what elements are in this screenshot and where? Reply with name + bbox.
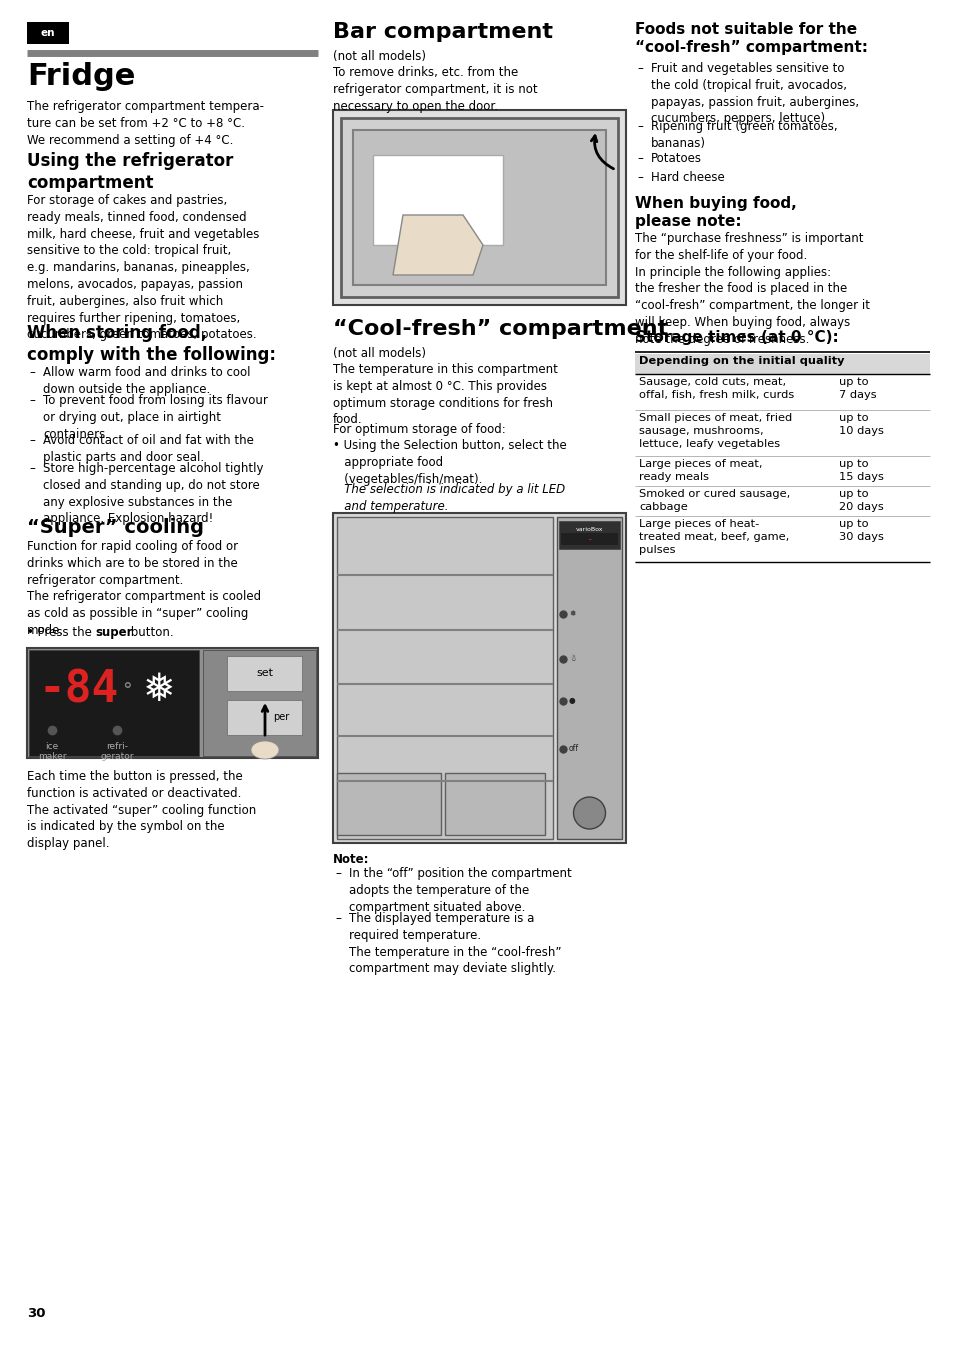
Text: up to
10 days: up to 10 days xyxy=(838,413,882,436)
Polygon shape xyxy=(393,215,482,275)
Bar xyxy=(227,656,302,691)
Text: Potatoes: Potatoes xyxy=(650,153,701,165)
Text: –: – xyxy=(637,62,642,76)
Text: 30: 30 xyxy=(27,1307,46,1320)
Text: The refrigerator compartment tempera-
ture can be set from +2 °C to +8 °C.
We re: The refrigerator compartment tempera- tu… xyxy=(27,100,264,147)
Text: up to
30 days: up to 30 days xyxy=(838,518,882,541)
Text: –: – xyxy=(29,433,35,447)
Bar xyxy=(635,456,929,486)
Text: up to
7 days: up to 7 days xyxy=(838,377,876,400)
Text: refri-
gerator: refri- gerator xyxy=(100,743,133,761)
Bar xyxy=(203,649,315,756)
Text: Sausage, cold cuts, meat,
offal, fish, fresh milk, curds: Sausage, cold cuts, meat, offal, fish, f… xyxy=(639,377,794,400)
Text: “Super” cooling: “Super” cooling xyxy=(27,518,204,537)
Bar xyxy=(333,109,625,305)
Text: -84: -84 xyxy=(39,668,119,711)
Text: Fruit and vegetables sensitive to
the cold (tropical fruit, avocados,
papayas, p: Fruit and vegetables sensitive to the co… xyxy=(650,62,859,126)
Text: –: – xyxy=(637,153,642,165)
Text: (not all models): (not all models) xyxy=(333,50,426,63)
Text: –: – xyxy=(637,120,642,134)
Text: The temperature in this compartment
is kept at almost 0 °C. This provides
optimu: The temperature in this compartment is k… xyxy=(333,363,558,427)
Text: “Cool-fresh” compartment: “Cool-fresh” compartment xyxy=(333,319,667,339)
Bar xyxy=(558,521,619,549)
Text: Bar compartment: Bar compartment xyxy=(333,22,553,42)
Text: Avoid contact of oil and fat with the
plastic parts and door seal.: Avoid contact of oil and fat with the pl… xyxy=(43,433,253,464)
Text: en: en xyxy=(41,28,55,38)
Text: °: ° xyxy=(122,680,132,699)
Bar xyxy=(635,374,929,410)
Text: Storage times (at 0 °C):: Storage times (at 0 °C): xyxy=(635,329,838,346)
Text: ❅: ❅ xyxy=(568,609,575,618)
Bar xyxy=(635,354,929,374)
Text: off: off xyxy=(568,744,578,753)
Text: up to
20 days: up to 20 days xyxy=(838,489,882,512)
Text: To prevent food from losing its flavour
or drying out, place in airtight
contain: To prevent food from losing its flavour … xyxy=(43,394,268,440)
Text: Ripening fruit (green tomatoes,
bananas): Ripening fruit (green tomatoes, bananas) xyxy=(650,120,837,150)
Text: –: – xyxy=(29,366,35,379)
Text: button.: button. xyxy=(127,626,173,639)
Text: The selection is indicated by a lit LED
   and temperature.: The selection is indicated by a lit LED … xyxy=(333,483,564,513)
Text: Allow warm food and drinks to cool
down outside the appliance.: Allow warm food and drinks to cool down … xyxy=(43,366,251,396)
Bar xyxy=(444,774,544,836)
Bar xyxy=(29,649,199,756)
Text: ●: ● xyxy=(568,697,575,705)
Text: Using the refrigerator
compartment: Using the refrigerator compartment xyxy=(27,153,233,192)
Text: When storing food,
comply with the following:: When storing food, comply with the follo… xyxy=(27,324,275,363)
Text: • Press the: • Press the xyxy=(27,626,95,639)
Text: In the “off” position the compartment
adopts the temperature of the
compartment : In the “off” position the compartment ad… xyxy=(349,867,571,914)
Text: Large pieces of heat-
treated meat, beef, game,
pulses: Large pieces of heat- treated meat, beef… xyxy=(639,518,788,555)
Bar xyxy=(635,516,929,562)
Bar xyxy=(340,117,618,297)
Text: Each time the button is pressed, the
function is activated or deactivated.
The a: Each time the button is pressed, the fun… xyxy=(27,769,256,850)
Bar xyxy=(27,648,317,757)
Text: –: – xyxy=(637,171,642,184)
Text: –: – xyxy=(29,394,35,406)
Text: ☃: ☃ xyxy=(568,655,576,663)
Text: Fridge: Fridge xyxy=(27,62,135,90)
Text: (not all models): (not all models) xyxy=(333,347,426,360)
Text: Depending on the initial quality: Depending on the initial quality xyxy=(639,356,843,366)
Text: -: - xyxy=(585,535,592,544)
Text: Large pieces of meat,
ready meals: Large pieces of meat, ready meals xyxy=(639,459,761,482)
Bar xyxy=(635,486,929,516)
Text: Small pieces of meat, fried
sausage, mushrooms,
lettuce, leafy vegetables: Small pieces of meat, fried sausage, mus… xyxy=(639,413,791,448)
Bar xyxy=(333,513,625,842)
Bar xyxy=(336,517,553,838)
Bar xyxy=(353,130,605,285)
Text: –: – xyxy=(335,867,340,880)
Text: –: – xyxy=(29,462,35,475)
Bar xyxy=(27,22,69,45)
Text: The “purchase freshness” is important
for the shelf-life of your food.
In princi: The “purchase freshness” is important fo… xyxy=(635,232,869,346)
Text: • Using the Selection button, select the
   appropriate food
   (vegetables/fish: • Using the Selection button, select the… xyxy=(333,439,566,486)
Text: super: super xyxy=(95,626,132,639)
Text: For storage of cakes and pastries,
ready meals, tinned food, condensed
milk, har: For storage of cakes and pastries, ready… xyxy=(27,194,259,342)
Ellipse shape xyxy=(251,741,278,759)
Bar xyxy=(557,517,621,838)
Text: ❅: ❅ xyxy=(142,671,174,709)
Bar xyxy=(227,701,302,734)
Circle shape xyxy=(573,796,605,829)
Text: The displayed temperature is a
required temperature.
The temperature in the “coo: The displayed temperature is a required … xyxy=(349,913,561,976)
Text: per: per xyxy=(273,711,289,722)
Bar xyxy=(373,155,502,244)
Text: up to
15 days: up to 15 days xyxy=(838,459,882,482)
Text: Store high-percentage alcohol tightly
closed and standing up, do not store
any e: Store high-percentage alcohol tightly cl… xyxy=(43,462,263,525)
Text: For optimum storage of food:: For optimum storage of food: xyxy=(333,423,505,436)
Text: To remove drinks, etc. from the
refrigerator compartment, it is not
necessary to: To remove drinks, etc. from the refriger… xyxy=(333,66,537,112)
Text: set: set xyxy=(256,668,274,678)
Text: When buying food,
please note:: When buying food, please note: xyxy=(635,196,796,230)
Text: –: – xyxy=(335,913,340,925)
Text: Smoked or cured sausage,
cabbage: Smoked or cured sausage, cabbage xyxy=(639,489,789,512)
Text: Hard cheese: Hard cheese xyxy=(650,171,724,184)
Text: varioBox: varioBox xyxy=(576,526,602,532)
Text: Function for rapid cooling of food or
drinks which are to be stored in the
refri: Function for rapid cooling of food or dr… xyxy=(27,540,261,637)
Bar xyxy=(635,410,929,456)
Text: Foods not suitable for the
“cool-fresh” compartment:: Foods not suitable for the “cool-fresh” … xyxy=(635,22,867,55)
Text: ice
maker: ice maker xyxy=(38,743,66,761)
Bar xyxy=(560,533,618,545)
Text: Note:: Note: xyxy=(333,853,369,865)
Bar xyxy=(336,774,440,836)
